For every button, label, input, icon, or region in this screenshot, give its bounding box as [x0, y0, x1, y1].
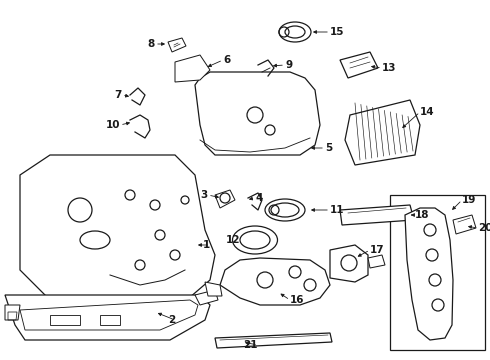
Ellipse shape	[265, 199, 305, 221]
Text: 21: 21	[244, 340, 258, 350]
Polygon shape	[195, 72, 320, 155]
Text: 16: 16	[290, 295, 304, 305]
Text: 6: 6	[223, 55, 230, 65]
Text: 1: 1	[203, 240, 210, 250]
Text: 11: 11	[330, 205, 344, 215]
Text: 9: 9	[285, 60, 292, 70]
Polygon shape	[5, 305, 20, 320]
Polygon shape	[20, 155, 215, 310]
Polygon shape	[330, 245, 368, 282]
Text: 3: 3	[201, 190, 208, 200]
Text: 8: 8	[148, 39, 155, 49]
Text: 13: 13	[382, 63, 396, 73]
Ellipse shape	[232, 226, 277, 254]
Polygon shape	[220, 258, 330, 305]
Text: 10: 10	[105, 120, 120, 130]
Text: 18: 18	[415, 210, 430, 220]
Text: 17: 17	[370, 245, 385, 255]
Bar	[390, 195, 485, 350]
Text: 2: 2	[168, 315, 175, 325]
Polygon shape	[368, 255, 385, 268]
Polygon shape	[5, 295, 210, 340]
Polygon shape	[175, 55, 210, 82]
Polygon shape	[195, 290, 218, 305]
Polygon shape	[453, 215, 476, 234]
Polygon shape	[205, 282, 222, 296]
Polygon shape	[340, 52, 378, 78]
Polygon shape	[345, 100, 420, 165]
Polygon shape	[168, 38, 186, 52]
Polygon shape	[405, 208, 453, 340]
Text: 12: 12	[225, 235, 240, 245]
Text: 14: 14	[420, 107, 435, 117]
Text: 7: 7	[115, 90, 122, 100]
Ellipse shape	[279, 22, 311, 42]
Text: 4: 4	[255, 193, 262, 203]
Text: 20: 20	[478, 223, 490, 233]
Polygon shape	[215, 190, 235, 208]
Polygon shape	[215, 333, 332, 348]
Polygon shape	[340, 205, 414, 225]
Text: 19: 19	[462, 195, 476, 205]
Text: 5: 5	[325, 143, 332, 153]
Text: 15: 15	[330, 27, 344, 37]
